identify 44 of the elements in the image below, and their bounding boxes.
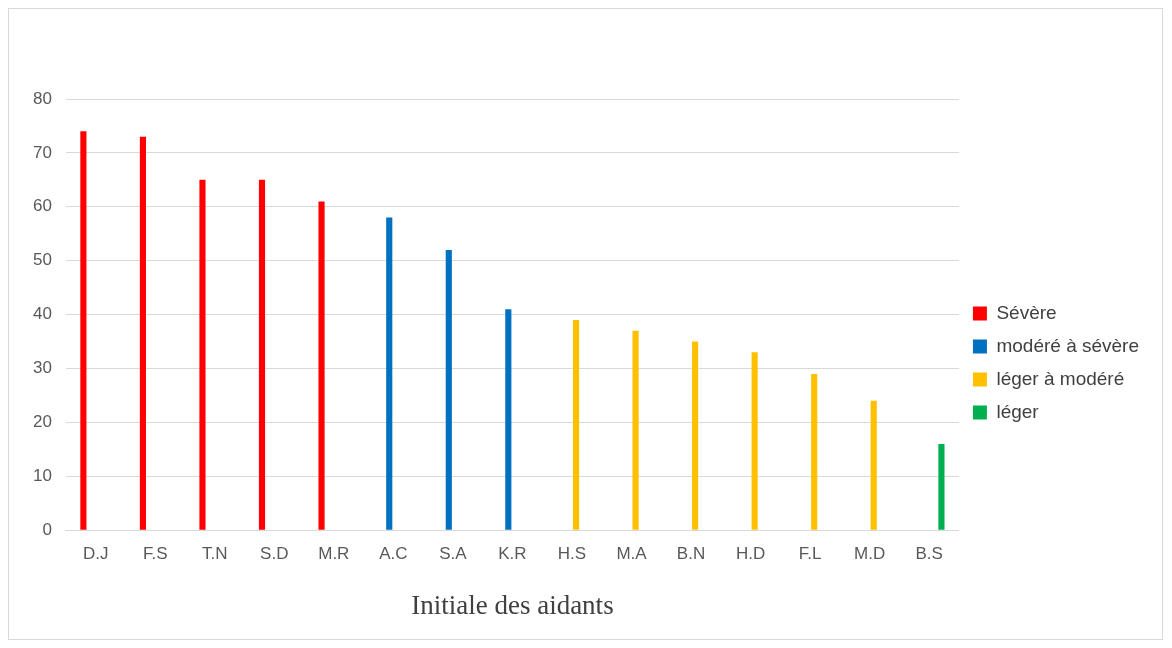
- x-tick-label: B.N: [676, 544, 706, 564]
- bar: [318, 201, 325, 530]
- bar: [386, 217, 393, 530]
- bar: [692, 341, 699, 530]
- y-tick-label: 80: [32, 88, 52, 108]
- x-tick-label: H.S: [557, 544, 587, 564]
- x-tick-label: M.R: [318, 544, 350, 564]
- y-tick-label: 60: [32, 196, 52, 216]
- x-tick-label: F.S: [142, 544, 168, 564]
- x-tick-label: D.J: [82, 544, 109, 564]
- x-tick-label: S.D: [260, 544, 289, 564]
- bar: [811, 373, 818, 530]
- bar: [572, 319, 580, 530]
- y-tick-label: 20: [32, 412, 52, 432]
- bar: [632, 330, 639, 530]
- x-axis-title: Initiale des aidants: [411, 589, 614, 620]
- x-tick-label: H.D: [735, 544, 766, 564]
- x-tick-label: M.D: [854, 544, 886, 564]
- y-tick-label: 40: [32, 304, 52, 324]
- y-tick-label: 70: [32, 142, 52, 162]
- x-tick-label: T.N: [202, 544, 228, 564]
- bar: [258, 179, 266, 530]
- x-tick-label: K.R: [498, 544, 527, 564]
- x-tick-label: F.L: [798, 544, 822, 564]
- x-tick-label: S.A: [439, 544, 468, 564]
- bar: [80, 131, 87, 530]
- legend-label: modéré à sévère: [996, 334, 1139, 356]
- bar: [751, 352, 758, 530]
- y-tick-label: 0: [42, 519, 52, 539]
- x-tick-label: M.A: [616, 544, 648, 564]
- bar: [938, 443, 945, 530]
- legend-label: léger: [996, 400, 1040, 422]
- bar: [505, 309, 512, 530]
- y-tick-label: 50: [32, 250, 52, 270]
- bar: [139, 136, 146, 530]
- bar: [445, 249, 452, 530]
- y-tick-label: 30: [32, 358, 52, 378]
- y-tick-label: 10: [32, 465, 52, 485]
- x-tick-label: B.S: [915, 544, 943, 564]
- legend-label: Sévère: [996, 301, 1057, 323]
- bar: [870, 400, 877, 530]
- legend-label: léger à modéré: [996, 367, 1125, 389]
- x-tick-label: A.C: [379, 544, 408, 564]
- bar: [199, 179, 206, 530]
